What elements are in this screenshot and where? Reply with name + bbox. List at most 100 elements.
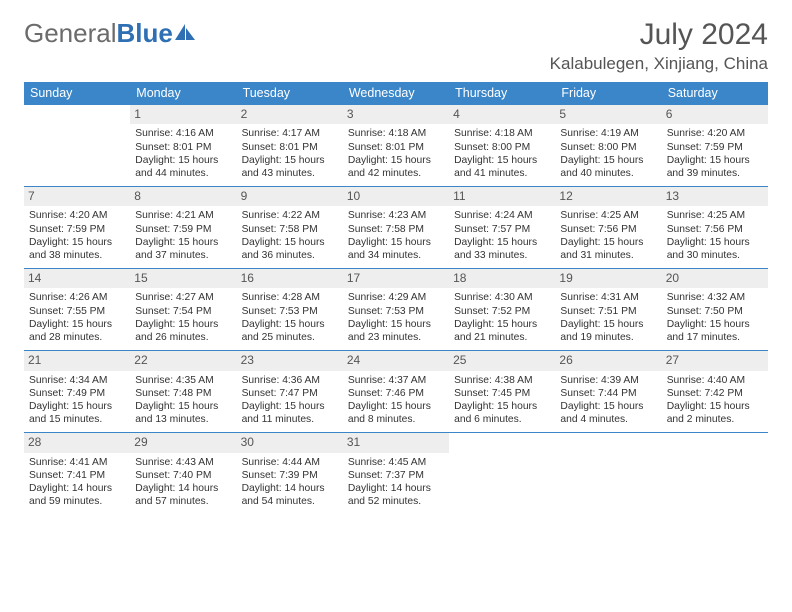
sunset-line: Sunset: 8:01 PM bbox=[348, 141, 444, 154]
sunrise-line: Sunrise: 4:45 AM bbox=[348, 456, 444, 469]
day-number: 15 bbox=[130, 269, 236, 288]
daylight-line: Daylight: 15 hours and 8 minutes. bbox=[348, 400, 444, 426]
sunrise-line: Sunrise: 4:18 AM bbox=[454, 127, 550, 140]
daylight-line: Daylight: 15 hours and 42 minutes. bbox=[348, 154, 444, 180]
sunrise-line: Sunrise: 4:37 AM bbox=[348, 374, 444, 387]
calendar-cell: 5Sunrise: 4:19 AMSunset: 8:00 PMDaylight… bbox=[555, 105, 661, 187]
day-number: 26 bbox=[555, 351, 661, 370]
day-number: 13 bbox=[662, 187, 768, 206]
location-line: Kalabulegen, Xinjiang, China bbox=[550, 54, 768, 74]
daylight-line: Daylight: 15 hours and 31 minutes. bbox=[560, 236, 656, 262]
sunset-line: Sunset: 7:42 PM bbox=[667, 387, 763, 400]
sunset-line: Sunset: 7:53 PM bbox=[348, 305, 444, 318]
day-number: 17 bbox=[343, 269, 449, 288]
sunset-line: Sunset: 7:54 PM bbox=[135, 305, 231, 318]
calendar-cell: 28Sunrise: 4:41 AMSunset: 7:41 PMDayligh… bbox=[24, 433, 130, 515]
daylight-line: Daylight: 15 hours and 26 minutes. bbox=[135, 318, 231, 344]
calendar-cell: 14Sunrise: 4:26 AMSunset: 7:55 PMDayligh… bbox=[24, 269, 130, 351]
sunrise-line: Sunrise: 4:19 AM bbox=[560, 127, 656, 140]
sunrise-line: Sunrise: 4:26 AM bbox=[29, 291, 125, 304]
calendar-cell: 13Sunrise: 4:25 AMSunset: 7:56 PMDayligh… bbox=[662, 187, 768, 269]
day-header: Friday bbox=[555, 82, 661, 105]
sunrise-line: Sunrise: 4:41 AM bbox=[29, 456, 125, 469]
sunset-line: Sunset: 7:40 PM bbox=[135, 469, 231, 482]
month-title: July 2024 bbox=[550, 18, 768, 52]
day-number: 25 bbox=[449, 351, 555, 370]
day-number: 12 bbox=[555, 187, 661, 206]
calendar-row: 21Sunrise: 4:34 AMSunset: 7:49 PMDayligh… bbox=[24, 351, 768, 433]
calendar-cell: 8Sunrise: 4:21 AMSunset: 7:59 PMDaylight… bbox=[130, 187, 236, 269]
sunrise-line: Sunrise: 4:28 AM bbox=[242, 291, 338, 304]
sunrise-line: Sunrise: 4:43 AM bbox=[135, 456, 231, 469]
daylight-line: Daylight: 15 hours and 28 minutes. bbox=[29, 318, 125, 344]
calendar-cell: 20Sunrise: 4:32 AMSunset: 7:50 PMDayligh… bbox=[662, 269, 768, 351]
sunrise-line: Sunrise: 4:39 AM bbox=[560, 374, 656, 387]
calendar-cell: 4 Sunrise: 4:18 AMSunset: 8:00 PMDaylight… bbox=[449, 105, 555, 187]
day-header: Saturday bbox=[662, 82, 768, 105]
day-number: 18 bbox=[449, 269, 555, 288]
calendar-cell bbox=[24, 105, 130, 187]
daylight-line: Daylight: 15 hours and 41 minutes. bbox=[454, 154, 550, 180]
daylight-line: Daylight: 15 hours and 36 minutes. bbox=[242, 236, 338, 262]
sunset-line: Sunset: 8:01 PM bbox=[242, 141, 338, 154]
calendar-cell: 25Sunrise: 4:38 AMSunset: 7:45 PMDayligh… bbox=[449, 351, 555, 433]
day-number: 27 bbox=[662, 351, 768, 370]
calendar-cell: 26 Sunrise: 4:39 AMSunset: 7:44 PMDayligh… bbox=[555, 351, 661, 433]
calendar-cell: 11Sunrise: 4:24 AMSunset: 7:57 PMDayligh… bbox=[449, 187, 555, 269]
sunset-line: Sunset: 7:59 PM bbox=[29, 223, 125, 236]
title-block: July 2024 Kalabulegen, Xinjiang, China bbox=[550, 18, 768, 74]
brand-part1: General bbox=[24, 18, 117, 49]
day-header: Wednesday bbox=[343, 82, 449, 105]
daylight-line: Daylight: 15 hours and 33 minutes. bbox=[454, 236, 550, 262]
sunrise-line: Sunrise: 4:21 AM bbox=[135, 209, 231, 222]
sunrise-line: Sunrise: 4:32 AM bbox=[667, 291, 763, 304]
sunset-line: Sunset: 7:46 PM bbox=[348, 387, 444, 400]
daylight-line: Daylight: 15 hours and 40 minutes. bbox=[560, 154, 656, 180]
sunrise-line: Sunrise: 4:18 AM bbox=[348, 127, 444, 140]
calendar-cell: 19Sunrise: 4:31 AMSunset: 7:51 PMDayligh… bbox=[555, 269, 661, 351]
daylight-line: Daylight: 14 hours and 57 minutes. bbox=[135, 482, 231, 508]
sunset-line: Sunset: 7:44 PM bbox=[560, 387, 656, 400]
calendar-cell: 7Sunrise: 4:20 AMSunset: 7:59 PMDaylight… bbox=[24, 187, 130, 269]
sunrise-line: Sunrise: 4:30 AM bbox=[454, 291, 550, 304]
calendar-cell: 16Sunrise: 4:28 AMSunset: 7:53 PMDayligh… bbox=[237, 269, 343, 351]
sunrise-line: Sunrise: 4:34 AM bbox=[29, 374, 125, 387]
calendar-row: 14Sunrise: 4:26 AMSunset: 7:55 PMDayligh… bbox=[24, 269, 768, 351]
sunset-line: Sunset: 7:58 PM bbox=[242, 223, 338, 236]
calendar-row: 1Sunrise: 4:16 AMSunset: 8:01 PMDaylight… bbox=[24, 105, 768, 187]
sunrise-line: Sunrise: 4:22 AM bbox=[242, 209, 338, 222]
page-header: GeneralBlue July 2024 Kalabulegen, Xinji… bbox=[24, 18, 768, 74]
calendar-page: GeneralBlue July 2024 Kalabulegen, Xinji… bbox=[0, 0, 792, 515]
sunrise-line: Sunrise: 4:29 AM bbox=[348, 291, 444, 304]
sunrise-line: Sunrise: 4:25 AM bbox=[560, 209, 656, 222]
sunrise-line: Sunrise: 4:31 AM bbox=[560, 291, 656, 304]
sunset-line: Sunset: 8:00 PM bbox=[454, 141, 550, 154]
calendar-row: 28Sunrise: 4:41 AMSunset: 7:41 PMDayligh… bbox=[24, 433, 768, 515]
calendar-cell: 31Sunrise: 4:45 AMSunset: 7:37 PMDayligh… bbox=[343, 433, 449, 515]
calendar-cell: 29Sunrise: 4:43 AMSunset: 7:40 PMDayligh… bbox=[130, 433, 236, 515]
sunset-line: Sunset: 7:49 PM bbox=[29, 387, 125, 400]
daylight-line: Daylight: 15 hours and 4 minutes. bbox=[560, 400, 656, 426]
daylight-line: Daylight: 15 hours and 6 minutes. bbox=[454, 400, 550, 426]
sunrise-line: Sunrise: 4:38 AM bbox=[454, 374, 550, 387]
sunrise-line: Sunrise: 4:44 AM bbox=[242, 456, 338, 469]
sunset-line: Sunset: 7:56 PM bbox=[560, 223, 656, 236]
sunrise-line: Sunrise: 4:16 AM bbox=[135, 127, 231, 140]
calendar-head: SundayMondayTuesdayWednesdayThursdayFrid… bbox=[24, 82, 768, 105]
calendar-cell: 24 Sunrise: 4:37 AMSunset: 7:46 PMDayligh… bbox=[343, 351, 449, 433]
day-number: 24 bbox=[343, 351, 449, 370]
day-number: 23 bbox=[237, 351, 343, 370]
day-number: 2 bbox=[237, 105, 343, 124]
sunset-line: Sunset: 7:51 PM bbox=[560, 305, 656, 318]
day-number: 14 bbox=[24, 269, 130, 288]
daylight-line: Daylight: 15 hours and 21 minutes. bbox=[454, 318, 550, 344]
sunset-line: Sunset: 8:00 PM bbox=[560, 141, 656, 154]
day-number: 4 bbox=[449, 105, 555, 124]
daylight-line: Daylight: 15 hours and 19 minutes. bbox=[560, 318, 656, 344]
calendar-cell: 10Sunrise: 4:23 AMSunset: 7:58 PMDayligh… bbox=[343, 187, 449, 269]
calendar-cell: 27Sunrise: 4:40 AMSunset: 7:42 PMDayligh… bbox=[662, 351, 768, 433]
calendar-cell: 21Sunrise: 4:34 AMSunset: 7:49 PMDayligh… bbox=[24, 351, 130, 433]
daylight-line: Daylight: 15 hours and 17 minutes. bbox=[667, 318, 763, 344]
sunrise-line: Sunrise: 4:23 AM bbox=[348, 209, 444, 222]
sunrise-line: Sunrise: 4:17 AM bbox=[242, 127, 338, 140]
